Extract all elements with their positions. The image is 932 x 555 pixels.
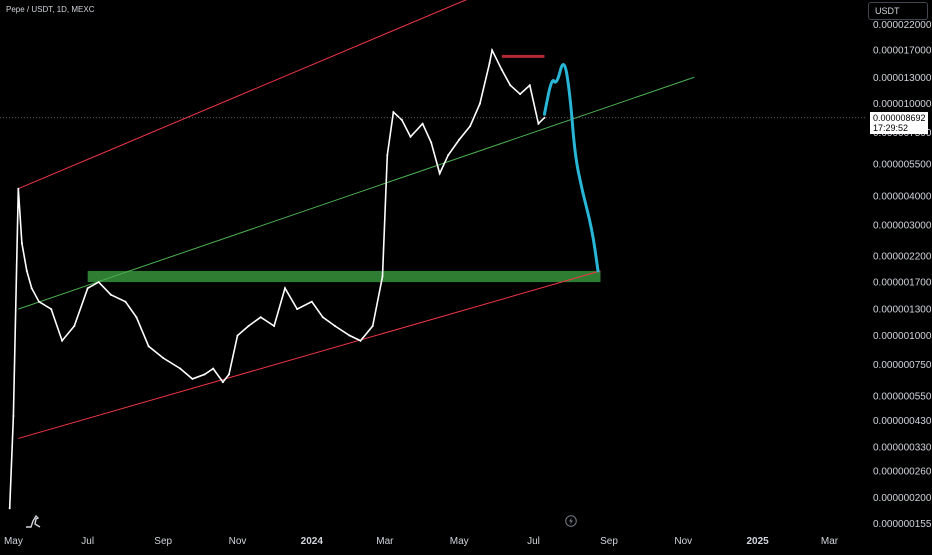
price-point-30 (321, 316, 324, 319)
price-point-22 (228, 373, 230, 376)
x-tick-label: Mar (821, 536, 839, 547)
x-tick-label: Nov (674, 536, 692, 547)
price-point-18 (191, 377, 194, 380)
price-point-41 (430, 141, 433, 144)
price-point-29 (310, 300, 313, 303)
price-point-4 (25, 269, 28, 272)
price-point-16 (162, 357, 165, 359)
price-point-5 (30, 287, 33, 290)
price-point-38 (400, 119, 403, 121)
y-tick-label: 0.000001300 (873, 305, 932, 316)
price-point-2 (17, 187, 20, 190)
x-tick-label: 2025 (746, 536, 769, 547)
price-point-11 (97, 281, 100, 284)
price-point-1 (12, 415, 15, 417)
price-point-43 (447, 154, 450, 157)
price-point-32 (348, 334, 351, 337)
y-tick-label: 0.000000260 (873, 467, 932, 478)
y-tick-label: 0.000004000 (873, 192, 932, 203)
price-point-42 (438, 172, 441, 175)
price-point-35 (381, 275, 384, 278)
price-point-50 (509, 84, 512, 87)
y-tick-label: 0.000000330 (873, 443, 932, 454)
price-point-51 (519, 93, 522, 96)
x-tick-label: Nov (229, 536, 247, 547)
x-tick-label: Sep (600, 536, 618, 547)
price-point-28 (296, 308, 299, 311)
price-point-19 (203, 373, 206, 376)
y-tick-label: 0.000000550 (873, 391, 932, 402)
price-point-52 (528, 84, 531, 87)
price-point-33 (359, 339, 362, 342)
projection-curve (542, 63, 600, 273)
price-point-44 (458, 138, 461, 141)
channel-upper-line (18, 0, 467, 190)
channel-lower-line (18, 270, 601, 439)
price-point-53 (537, 122, 540, 125)
price-point-49 (500, 68, 503, 71)
symbol-title: Pepe / USDT, 1D, MEXC (6, 5, 95, 14)
y-tick-label: 0.000001700 (873, 278, 932, 289)
price-point-9 (73, 325, 76, 327)
y-tick-label: 0.000000155 (873, 519, 932, 530)
current-price-value: 0.000008692 (873, 113, 926, 123)
current-price-label: 0.000008692 17:29:52 (870, 112, 928, 134)
lightning-icon[interactable] (565, 515, 577, 527)
price-point-0 (8, 507, 11, 510)
price-point-3 (20, 242, 23, 245)
x-tick-label: May (450, 536, 469, 547)
y-tick-label: 0.000000750 (873, 360, 932, 371)
price-point-48 (491, 49, 494, 52)
price-point-26 (273, 325, 276, 327)
x-tick-label: Sep (154, 536, 172, 547)
price-point-13 (124, 300, 127, 303)
x-tick-label: May (4, 536, 23, 547)
channel-mid-line (18, 76, 695, 310)
currency-selector[interactable]: USDT (868, 2, 928, 20)
y-tick-label: 0.000010000 (873, 99, 932, 110)
price-point-17 (179, 367, 182, 370)
price-point-36 (386, 154, 389, 157)
price-point-23 (236, 334, 239, 337)
bar-countdown: 17:29:52 (873, 123, 909, 133)
price-point-47 (488, 61, 491, 64)
y-tick-label: 0.000000200 (873, 493, 932, 504)
price-point-7 (50, 308, 53, 311)
x-tick-label: 2024 (301, 536, 324, 547)
price-point-25 (259, 316, 262, 319)
price-point-34 (371, 325, 374, 327)
price-point-31 (334, 325, 336, 327)
price-point-45 (469, 125, 472, 128)
y-tick-label: 0.000001000 (873, 331, 932, 342)
price-point-21 (221, 381, 224, 384)
y-tick-label: 0.000017000 (873, 46, 932, 57)
price-point-39 (409, 135, 412, 138)
price-point-24 (247, 325, 250, 327)
support-zone (87, 270, 601, 283)
price-point-40 (421, 122, 424, 125)
price-point-8 (61, 339, 64, 342)
price-point-12 (109, 293, 112, 296)
y-tick-label: 0.000005500 (873, 159, 932, 170)
y-tick-label: 0.000002200 (873, 252, 932, 263)
y-tick-label: 0.000013000 (873, 73, 932, 84)
price-point-15 (147, 345, 150, 348)
y-tick-label: 0.000003000 (873, 220, 932, 231)
price-point-14 (135, 316, 138, 319)
y-tick-label: 0.000022000 (873, 20, 932, 31)
price-point-37 (392, 111, 395, 114)
y-tick-label: 0.000000430 (873, 416, 932, 427)
price-point-27 (284, 287, 286, 290)
x-tick-label: Jul (81, 536, 94, 547)
price-point-10 (86, 287, 89, 290)
price-point-6 (38, 300, 40, 303)
x-tick-label: Jul (527, 536, 540, 547)
price-point-54 (543, 116, 546, 119)
price-point-20 (212, 367, 215, 370)
tradingview-logo-icon[interactable] (24, 512, 42, 530)
price-point-46 (478, 102, 481, 105)
x-tick-label: Mar (376, 536, 394, 547)
